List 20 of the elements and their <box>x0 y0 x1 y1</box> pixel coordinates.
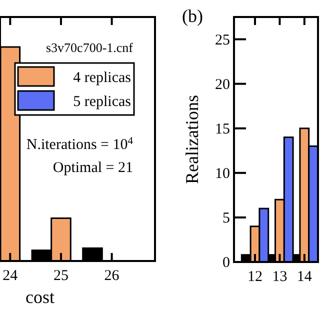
annotation: s3v70c700-1.cnf <box>46 40 134 55</box>
x-tick-label: 13 <box>272 269 288 285</box>
x-tick-label: 12 <box>248 269 262 285</box>
y-tick-label: 15 <box>215 121 230 138</box>
y-axis-title: Realizations <box>182 95 202 184</box>
y-tick-label: 25 <box>215 32 230 48</box>
x-tick-label: 26 <box>104 268 120 284</box>
x-tick-label: 24 <box>2 268 18 284</box>
chart-title: (b) <box>182 6 203 26</box>
legend-label: 5 replicas <box>73 94 132 110</box>
annotation: N.iterations = 10$^{4}$ <box>26 136 134 153</box>
x-axis-title: cost <box>26 287 54 307</box>
x-tick-label: 14 <box>296 269 312 285</box>
x-tick-label: 25 <box>53 268 68 284</box>
y-tick-label: 10 <box>215 166 230 182</box>
legend-label: 4 replicas <box>73 70 132 86</box>
y-tick-label: 20 <box>215 76 230 93</box>
y-tick-label: 0 <box>222 255 230 271</box>
y-tick-label: 5 <box>222 210 230 226</box>
annotation: Optimal = 21 <box>52 160 133 176</box>
